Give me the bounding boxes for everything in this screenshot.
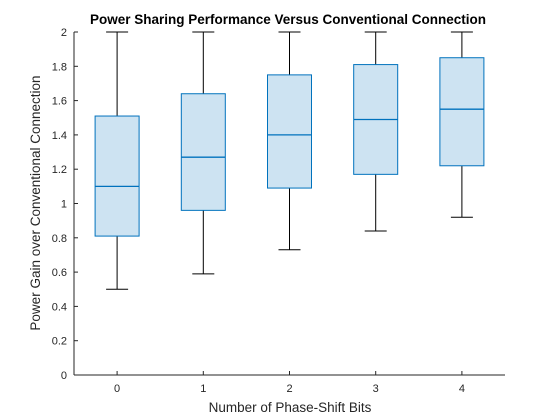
x-tick-label: 3: [373, 383, 379, 395]
y-tick-label: 1.8: [52, 61, 67, 73]
y-tick-label: 0.6: [52, 267, 67, 279]
box-4: [439, 57, 485, 167]
x-tick-label: 2: [286, 383, 292, 395]
y-tick-label: 0.2: [52, 336, 67, 348]
x-tick-label: 0: [114, 383, 120, 395]
box-2: [267, 74, 312, 189]
x-axis-label: Number of Phase-Shift Bits: [209, 400, 372, 415]
x-tick-label: 1: [200, 383, 206, 395]
y-tick-label: 0: [61, 370, 67, 382]
y-tick-label: 1: [61, 199, 67, 211]
y-tick-label: 1.6: [52, 96, 67, 108]
y-tick-label: 2: [61, 27, 67, 39]
y-tick-label: 1.4: [52, 130, 67, 142]
plot-area: 0 0.2 0.4 0.6 0.8 1 1.2 1.4 1.6 1.8 2 0 1 2 3 4: [52, 27, 505, 395]
y-tick-label: 0.4: [52, 301, 67, 313]
y-axis-label: Power Gain over Conventional Connection: [28, 75, 43, 330]
x-tick-label: 4: [459, 383, 465, 395]
y-tick-label: 1.2: [52, 164, 67, 176]
box-0: [94, 115, 140, 237]
chart-title: Power Sharing Performance Versus Convent…: [90, 12, 486, 27]
y-tick-label: 0.8: [52, 233, 67, 245]
box-1: [180, 93, 226, 211]
